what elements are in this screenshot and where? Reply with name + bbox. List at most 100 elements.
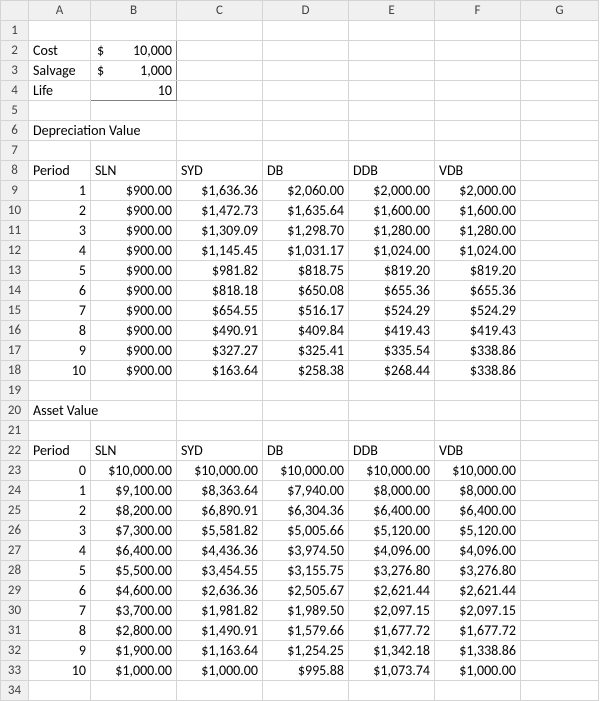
cell-E16[interactable]: $419.43 [349, 321, 435, 341]
row-header-18[interactable]: 18 [1, 361, 29, 381]
cell-G3[interactable] [521, 61, 599, 81]
col-header-G[interactable]: G [521, 1, 599, 21]
cell-G17[interactable] [521, 341, 599, 361]
cell-E4[interactable] [349, 81, 435, 101]
cell-E3[interactable] [349, 61, 435, 81]
cell-B11[interactable]: $900.00 [91, 221, 177, 241]
cell-C4[interactable] [177, 81, 263, 101]
cell-E20[interactable] [349, 401, 435, 421]
cell-D30[interactable]: $1,989.50 [263, 601, 349, 621]
cell-E2[interactable] [349, 41, 435, 61]
cell-G23[interactable] [521, 461, 599, 481]
cell-F24[interactable]: $8,000.00 [435, 481, 521, 501]
row-header-1[interactable]: 1 [1, 21, 29, 41]
cell-A19[interactable] [29, 381, 91, 401]
cell-E6[interactable] [349, 121, 435, 141]
cell-E5[interactable] [349, 101, 435, 121]
cell-C18[interactable]: $163.64 [177, 361, 263, 381]
cell-F14[interactable]: $655.36 [435, 281, 521, 301]
cell-F23[interactable]: $10,000.00 [435, 461, 521, 481]
cell-C30[interactable]: $1,981.82 [177, 601, 263, 621]
cell-D31[interactable]: $1,579.66 [263, 621, 349, 641]
cell-A3[interactable]: Salvage [29, 61, 91, 81]
cell-D13[interactable]: $818.75 [263, 261, 349, 281]
cell-G15[interactable] [521, 301, 599, 321]
cell-F1[interactable] [435, 21, 521, 41]
cell-A6[interactable]: Depreciation Value [29, 121, 177, 141]
cell-G8[interactable] [521, 161, 599, 181]
cell-D1[interactable] [263, 21, 349, 41]
cell-B24[interactable]: $9,100.00 [91, 481, 177, 501]
cell-G9[interactable] [521, 181, 599, 201]
cell-G22[interactable] [521, 441, 599, 461]
row-header-23[interactable]: 23 [1, 461, 29, 481]
cell-C26[interactable]: $5,581.82 [177, 521, 263, 541]
cell-D19[interactable] [263, 381, 349, 401]
row-header-11[interactable]: 11 [1, 221, 29, 241]
row-header-10[interactable]: 10 [1, 201, 29, 221]
cell-G32[interactable] [521, 641, 599, 661]
cell-B1[interactable] [91, 21, 177, 41]
cell-C22[interactable]: SYD [177, 441, 263, 461]
cell-B19[interactable] [91, 381, 177, 401]
row-header-7[interactable]: 7 [1, 141, 29, 161]
cell-B31[interactable]: $2,800.00 [91, 621, 177, 641]
cell-F13[interactable]: $819.20 [435, 261, 521, 281]
cell-C21[interactable] [177, 421, 263, 441]
row-header-6[interactable]: 6 [1, 121, 29, 141]
cell-G20[interactable] [521, 401, 599, 421]
cell-A16[interactable]: 8 [29, 321, 91, 341]
cell-G10[interactable] [521, 201, 599, 221]
cell-E24[interactable]: $8,000.00 [349, 481, 435, 501]
cell-B17[interactable]: $900.00 [91, 341, 177, 361]
cell-C32[interactable]: $1,163.64 [177, 641, 263, 661]
row-header-19[interactable]: 19 [1, 381, 29, 401]
cell-A15[interactable]: 7 [29, 301, 91, 321]
cell-G21[interactable] [521, 421, 599, 441]
cell-A8[interactable]: Period [29, 161, 91, 181]
cell-E31[interactable]: $1,677.72 [349, 621, 435, 641]
cell-D11[interactable]: $1,298.70 [263, 221, 349, 241]
cell-F4[interactable] [435, 81, 521, 101]
cell-C33[interactable]: $1,000.00 [177, 661, 263, 681]
cell-B18[interactable]: $900.00 [91, 361, 177, 381]
cell-F16[interactable]: $419.43 [435, 321, 521, 341]
cell-A21[interactable] [29, 421, 91, 441]
cell-A18[interactable]: 10 [29, 361, 91, 381]
cell-F31[interactable]: $1,677.72 [435, 621, 521, 641]
cell-G29[interactable] [521, 581, 599, 601]
cell-B23[interactable]: $10,000.00 [91, 461, 177, 481]
row-header-27[interactable]: 27 [1, 541, 29, 561]
cell-E32[interactable]: $1,342.18 [349, 641, 435, 661]
cell-E14[interactable]: $655.36 [349, 281, 435, 301]
cell-C7[interactable] [177, 141, 263, 161]
cell-C14[interactable]: $818.18 [177, 281, 263, 301]
cell-E15[interactable]: $524.29 [349, 301, 435, 321]
cell-B8[interactable]: SLN [91, 161, 177, 181]
cell-E8[interactable]: DDB [349, 161, 435, 181]
cell-G24[interactable] [521, 481, 599, 501]
cell-C5[interactable] [177, 101, 263, 121]
cell-F15[interactable]: $524.29 [435, 301, 521, 321]
cell-E27[interactable]: $4,096.00 [349, 541, 435, 561]
cell-G12[interactable] [521, 241, 599, 261]
cell-A11[interactable]: 3 [29, 221, 91, 241]
cell-C19[interactable] [177, 381, 263, 401]
cell-G1[interactable] [521, 21, 599, 41]
cell-F29[interactable]: $2,621.44 [435, 581, 521, 601]
cell-E33[interactable]: $1,073.74 [349, 661, 435, 681]
cell-A23[interactable]: 0 [29, 461, 91, 481]
cell-E11[interactable]: $1,280.00 [349, 221, 435, 241]
cell-E30[interactable]: $2,097.15 [349, 601, 435, 621]
cell-G5[interactable] [521, 101, 599, 121]
cell-F26[interactable]: $5,120.00 [435, 521, 521, 541]
cell-E10[interactable]: $1,600.00 [349, 201, 435, 221]
cell-A4[interactable]: Life [29, 81, 91, 101]
cell-D7[interactable] [263, 141, 349, 161]
cell-B25[interactable]: $8,200.00 [91, 501, 177, 521]
cell-B5[interactable] [91, 101, 177, 121]
cell-F8[interactable]: VDB [435, 161, 521, 181]
cell-C10[interactable]: $1,472.73 [177, 201, 263, 221]
cell-F12[interactable]: $1,024.00 [435, 241, 521, 261]
cell-D5[interactable] [263, 101, 349, 121]
